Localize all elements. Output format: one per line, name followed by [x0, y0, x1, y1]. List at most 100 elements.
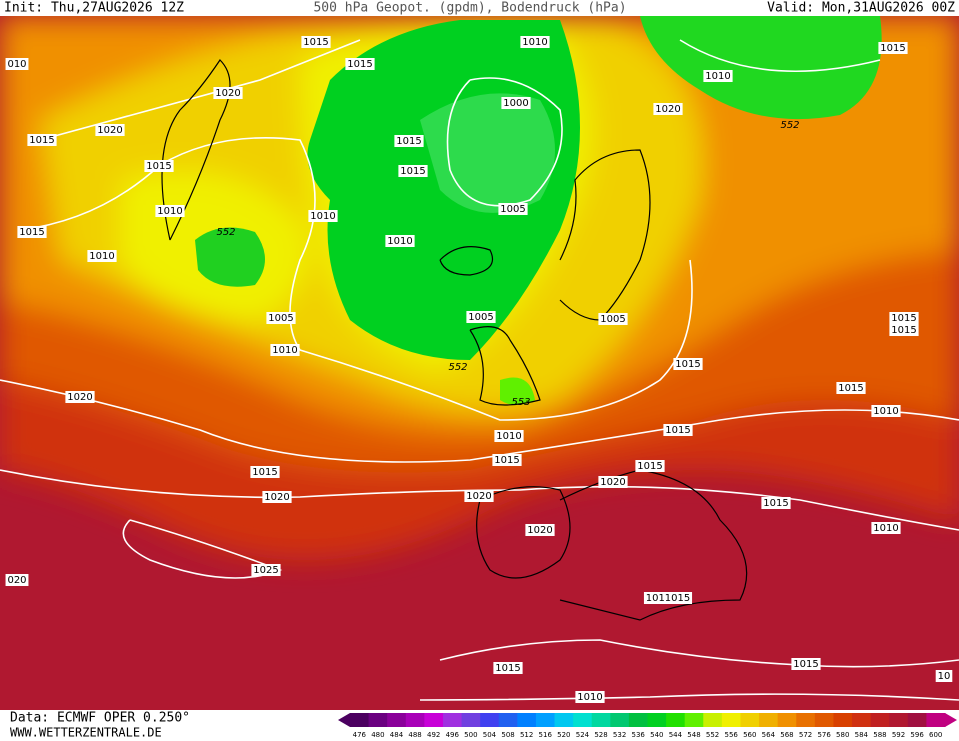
isobar-label: 1015	[400, 166, 425, 177]
isobar-labels: 1015 1010 1015 010 1020 1020 1015 1010 1015 1020 5…	[5, 36, 953, 703]
label-box	[761, 497, 791, 509]
label-box	[598, 313, 628, 325]
isobar-label: 1020	[264, 492, 289, 503]
label-box	[27, 134, 57, 146]
label-box	[878, 42, 908, 54]
label-box	[836, 382, 866, 394]
map-field	[0, 16, 959, 710]
isobar-label: 1005	[468, 312, 493, 323]
label-box	[643, 592, 693, 604]
colorbar-swatch	[666, 713, 686, 727]
colorbar-swatch	[777, 713, 797, 727]
colorbar-label: 576	[817, 731, 831, 739]
colorbar-label: 488	[408, 731, 421, 739]
label-box	[525, 524, 555, 536]
label-box	[213, 87, 243, 99]
isobar-label: 1015	[146, 161, 171, 172]
isobar-label: 010	[7, 59, 26, 70]
colorbar-label: 520	[557, 731, 570, 739]
label-box	[262, 491, 292, 503]
colorbar-label: 556	[724, 731, 738, 739]
label-box	[301, 36, 331, 48]
isobar-label: 1020	[215, 88, 240, 99]
isobar-label: 1015	[495, 663, 520, 674]
colorbar-label: 500	[464, 731, 477, 739]
label-box	[498, 203, 528, 215]
label-box	[673, 358, 703, 370]
isobar-label: 1020	[97, 125, 122, 136]
colorbar-swatch	[517, 713, 537, 727]
colorbar-label: 480	[371, 731, 384, 739]
isobar-label: 1020	[67, 392, 92, 403]
colorbar-label: 592	[892, 731, 905, 739]
label-box	[5, 574, 29, 586]
label-box	[575, 691, 605, 703]
isobar-label: 1015	[838, 383, 863, 394]
isobar-label: 1015	[763, 498, 788, 509]
label-box	[398, 165, 428, 177]
colorbar-swatch	[740, 713, 760, 727]
colorbar-swatch	[498, 713, 518, 727]
colorbar-label: 536	[632, 731, 646, 739]
label-box	[889, 324, 919, 336]
colorbar-label: 560	[743, 731, 756, 739]
isobar-label: 1010	[310, 211, 335, 222]
colorbar-swatch	[442, 713, 463, 727]
label-box	[270, 344, 300, 356]
isobar-label: 1015	[494, 455, 519, 466]
isobar-label: 1010	[873, 406, 898, 417]
label-box	[663, 424, 693, 436]
colorbar-swatch	[721, 713, 741, 727]
isobar-label: 1005	[600, 314, 625, 325]
colorbar-label: 544	[669, 731, 683, 739]
isobar-label: 552	[216, 227, 235, 238]
colorbar-swatch	[573, 713, 593, 727]
isobar-label: 1015	[347, 59, 372, 70]
label-box	[653, 103, 683, 115]
label-box	[5, 58, 29, 70]
isobar-label: 1015	[252, 467, 277, 478]
isobar-label: 553	[511, 397, 530, 408]
colorbar-swatch	[907, 713, 927, 727]
label-box	[87, 250, 117, 262]
isobar-label: 1010	[577, 692, 602, 703]
isobar-label: 1015	[396, 136, 421, 147]
valid-time: Valid: Mon,31AUG2026 00Z	[767, 1, 955, 16]
isobar-label: 1015	[665, 425, 690, 436]
colorbar-label: 572	[799, 731, 812, 739]
colorbar-swatch	[703, 713, 723, 727]
label-box	[871, 405, 901, 417]
isobar-label: 1015	[637, 461, 662, 472]
colorbar-label: 540	[650, 731, 663, 739]
colorbar-label: 552	[706, 731, 719, 739]
label-box	[308, 210, 338, 222]
isobar-label: 10	[938, 671, 951, 682]
colorbar-label: 580	[836, 731, 849, 739]
colorbar-label: 496	[446, 731, 460, 739]
colorbar-label: 492	[427, 731, 440, 739]
colorbar-swatch	[535, 713, 556, 727]
colorbar-arrow-right	[945, 713, 957, 727]
colorbar-arrow-left	[338, 713, 350, 727]
label-box	[251, 564, 281, 576]
label-box	[520, 36, 550, 48]
colorbar-swatch	[480, 713, 500, 727]
data-source: Data: ECMWF OPER 0.250°	[10, 711, 190, 726]
colorbar-label: 508	[501, 731, 514, 739]
isobar-label: 1010	[89, 251, 114, 262]
colorbar-label: 484	[390, 731, 404, 739]
label-box	[466, 311, 496, 323]
label-box	[17, 226, 47, 238]
isobar-label: 552	[448, 362, 467, 373]
colorbar-label: 476	[353, 731, 367, 739]
isobar-label: 1010	[157, 206, 182, 217]
colorbar-swatch	[368, 713, 388, 727]
colorbar-swatch	[870, 713, 890, 727]
colorbar-label: 584	[855, 731, 869, 739]
colorbar-label: 528	[594, 731, 607, 739]
label-box	[492, 454, 522, 466]
colorbar-label: 532	[613, 731, 626, 739]
colorbar-swatch	[591, 713, 611, 727]
isobar-label: 020	[7, 575, 26, 586]
